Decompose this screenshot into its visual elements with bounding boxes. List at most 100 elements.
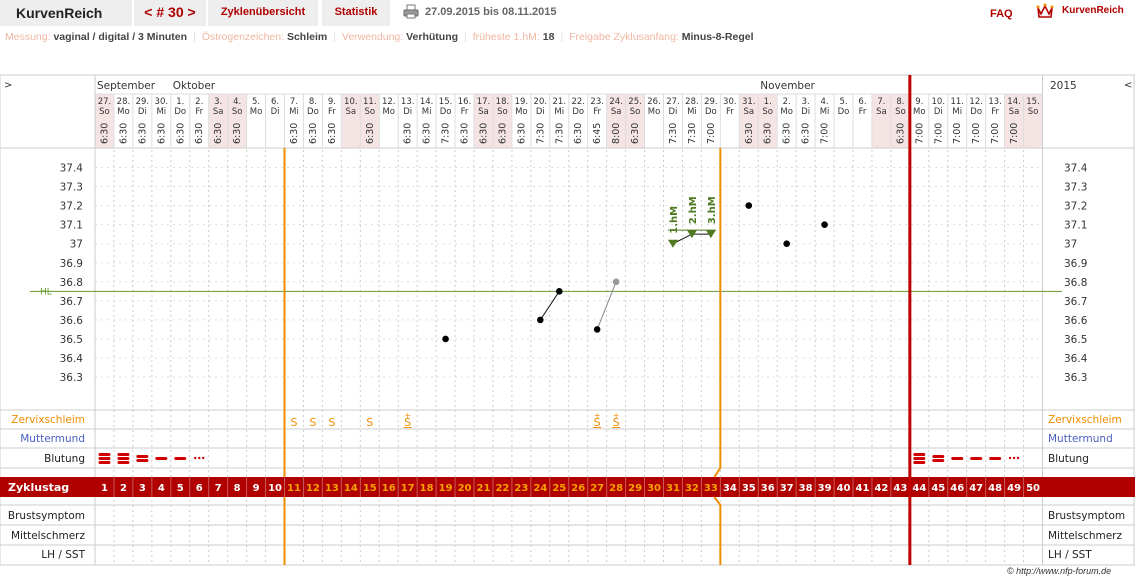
time-label: 6:30 [782,123,793,144]
y-tick-label: 36.4 [1064,353,1088,365]
weekday-label: Di [271,107,280,117]
day-number: 17. [477,97,491,107]
cycle-day-number: 16 [382,483,396,494]
weekday-label: Do [307,107,319,117]
time-label: 7:00 [820,123,831,144]
weekday-label: So [497,107,508,117]
day-number: 9. [915,97,923,107]
y-tick-label: 37.4 [60,163,84,175]
weekday-label: Mi [554,107,564,117]
day-number: 18. [496,97,510,107]
crown-logo-icon[interactable] [1036,2,1054,20]
mucus-symbol: S [309,416,316,429]
cycle-day-number: 36 [761,483,775,494]
weekend-column [890,94,910,148]
cycle-day-number: 42 [874,483,888,494]
day-number: 9. [328,97,336,107]
mucus-plus: + [613,411,620,420]
cycle-day-number: 50 [1026,483,1040,494]
day-number: 13. [988,97,1002,107]
year-label: 2015 [1050,80,1077,92]
day-number: 31. [742,97,756,107]
weekday-label: Sa [478,107,489,117]
bleeding-light [970,457,983,460]
bleeding-medium [932,455,945,458]
cycle-day-number: 49 [1007,483,1021,494]
time-label: 6:45 [592,123,603,144]
day-number: 12. [969,97,983,107]
cycle-day-title: Zyklustag [8,481,69,494]
weekday-label: Fr [726,107,734,117]
row-label-zervixschleim: Zervixschleim [1048,414,1122,426]
weekend-column [758,94,778,148]
day-number: 1. [764,97,772,107]
cycle-day-number: 38 [799,483,813,494]
temperature-point [821,221,828,228]
mucus-symbol: S [613,416,620,429]
time-label: 6:30 [137,123,148,144]
print-icon[interactable] [403,4,419,19]
cycle-day-number: 1 [101,483,108,494]
weekday-label: Fr [593,107,601,117]
tab-zyklenuebersicht[interactable]: Zyklenübersicht [208,0,318,26]
top-bar: KurvenReich < # 30 > Zyklenübersicht Sta… [0,0,1135,26]
tab-statistik[interactable]: Statistik [322,0,390,26]
cycle-day-number: 39 [818,483,832,494]
bleeding-strong [913,453,926,456]
time-label: 7:00 [933,123,944,144]
higher-measurement-marker [667,239,678,248]
weekend-column [227,94,247,148]
temperature-point [442,335,449,343]
cycle-day-number: 48 [988,483,1002,494]
time-label: 7:00 [914,123,925,144]
app-title[interactable]: KurvenReich [0,0,132,26]
mucus-symbol: S [366,416,373,429]
day-number: 4. [821,97,829,107]
time-label: 7:30 [535,123,546,144]
day-number: 6. [858,97,866,107]
higher-measurement-marker [686,230,697,239]
day-number: 27. [98,97,112,107]
brand-name[interactable]: KurvenReich [1062,5,1124,16]
cycle-day-number: 7 [215,483,222,494]
row-label-muttermund: Muttermund [1048,433,1113,445]
time-label: 7:00 [706,123,717,144]
bleeding-strong [913,457,926,460]
time-label: 6:30 [403,123,414,144]
setting-label: Freigabe Zyklusanfang: [569,31,679,43]
cycle-day-number: 10 [268,483,282,494]
day-number: 24. [609,97,623,107]
time-label: 6:30 [478,123,489,144]
evaluation-end-line [713,467,722,478]
cycle-day-number: 32 [685,483,699,494]
weekday-label: Fr [991,107,999,117]
bleeding-light [951,457,964,460]
cycle-day-number: 5 [177,483,184,494]
weekday-label: Mi [156,107,166,117]
weekday-label: Mo [515,107,528,117]
day-number: 3. [214,97,222,107]
bleeding-spotting [202,456,205,460]
bleeding-strong [117,457,130,460]
cycle-day-number: 17 [401,483,415,494]
cycle-navigator[interactable]: < # 30 > [134,0,206,26]
y-tick-label: 37.3 [60,182,83,194]
day-number: 21. [553,97,567,107]
time-label: 6:30 [118,123,129,144]
bleeding-spotting [194,456,197,460]
y-tick-label: 36.4 [60,353,84,365]
bleeding-strong [98,453,111,456]
cycle-day-number: 11 [287,483,301,494]
row-label-muttermund: Muttermund [20,433,85,445]
bleeding-spotting [1008,456,1012,460]
higher-measurement-label: 1.hM [669,206,680,234]
time-label: 6:30 [573,123,584,144]
weekend-column [492,94,512,148]
day-number: 11. [363,97,377,107]
temperature-point [783,240,790,247]
cycle-day-number: 20 [458,483,472,494]
cycle-day-number: 41 [856,483,870,494]
y-tick-label: 36.8 [60,277,83,289]
faq-link[interactable]: FAQ [990,8,1013,20]
weekday-label: Sa [743,107,754,117]
